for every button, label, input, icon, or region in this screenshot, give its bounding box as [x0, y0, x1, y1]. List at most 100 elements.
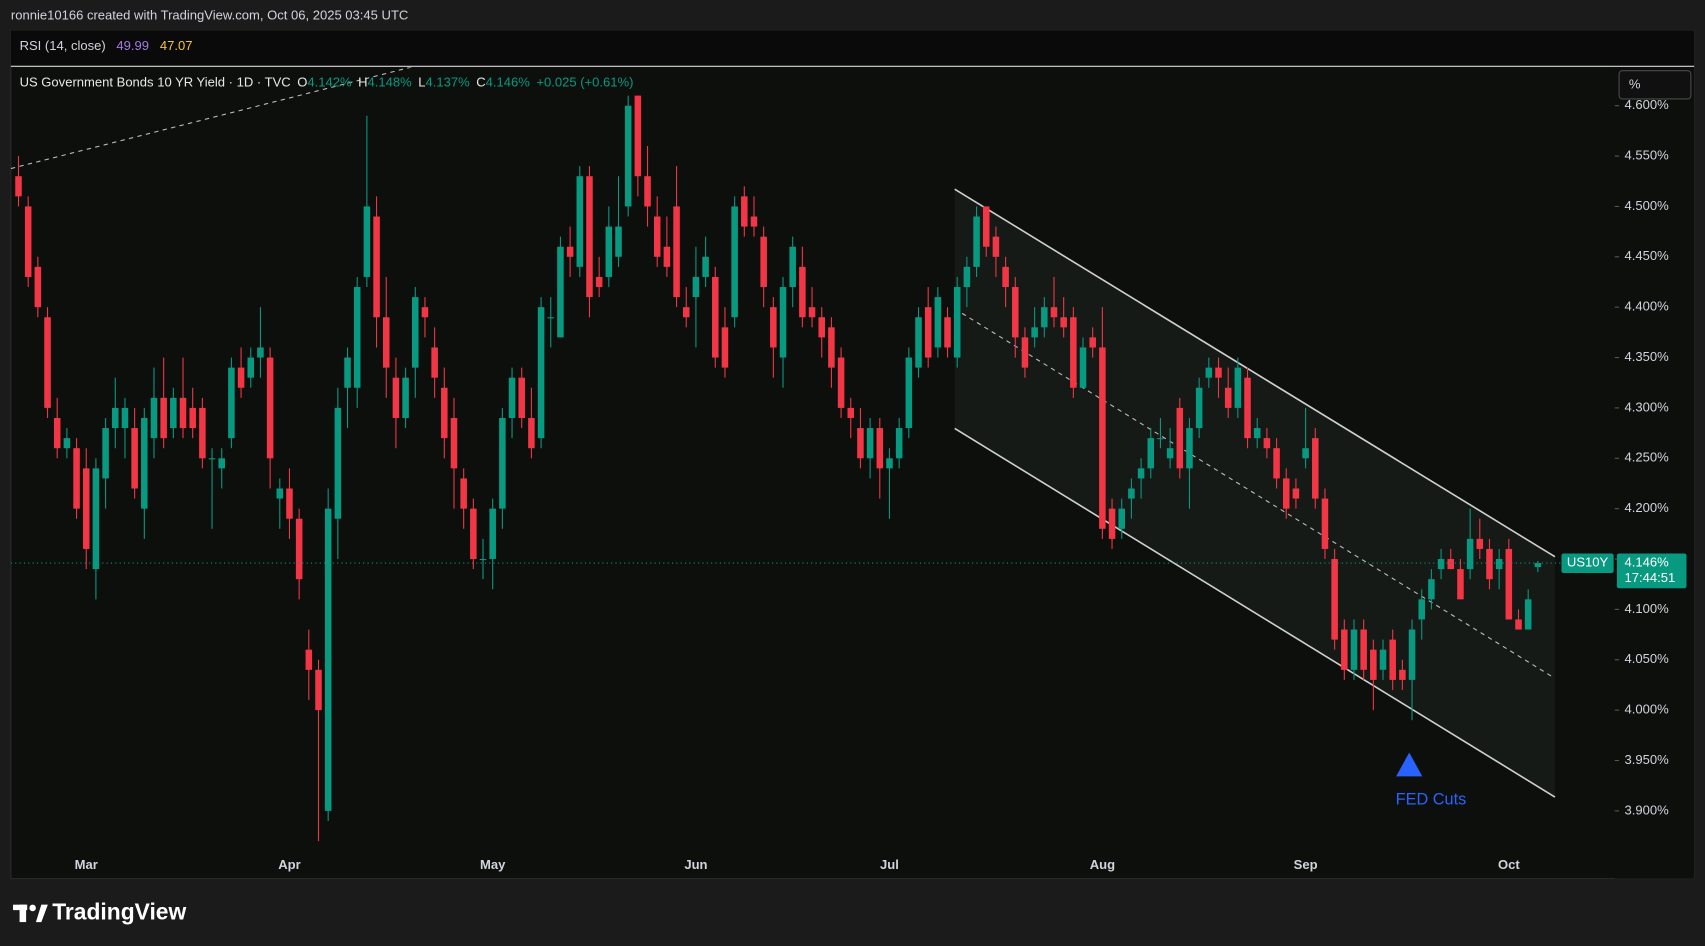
- y-tick-label: 4.550%: [1625, 148, 1670, 163]
- candle-body: [441, 387, 448, 439]
- candle-body: [799, 266, 806, 318]
- chart-frame: [10, 29, 1695, 880]
- candle-body: [1012, 287, 1019, 338]
- candle-body: [1418, 599, 1425, 620]
- candle-body: [460, 478, 467, 509]
- candle-body: [857, 428, 864, 459]
- x-tick-label: Jul: [880, 857, 899, 872]
- candle-body: [1215, 367, 1222, 378]
- scale-button[interactable]: [1618, 70, 1692, 100]
- candle-body: [102, 428, 109, 479]
- candle-body: [1408, 629, 1416, 680]
- candle-body: [1079, 347, 1087, 388]
- legend-value: 4.137%: [426, 75, 471, 90]
- candle-body: [944, 317, 951, 348]
- candle-body: [770, 307, 777, 348]
- candle-body: [1176, 407, 1184, 469]
- candle-body: [1205, 367, 1213, 378]
- candle-body: [1244, 377, 1251, 439]
- candle-body: [131, 428, 138, 489]
- candle-body: [982, 206, 990, 247]
- candle-body: [1273, 448, 1280, 479]
- candle-body: [518, 377, 525, 418]
- candle-body: [547, 317, 555, 319]
- candle-body: [566, 246, 574, 257]
- candle-body: [1099, 347, 1106, 529]
- candles: [10, 95, 1615, 842]
- x-tick-label: Sep: [1294, 857, 1318, 872]
- candle-body: [1466, 538, 1474, 570]
- candle-body: [1253, 428, 1261, 439]
- candle-body: [1234, 367, 1242, 408]
- candle-body: [1331, 559, 1338, 640]
- candle-body: [1292, 488, 1300, 499]
- candle-body: [150, 397, 158, 439]
- y-tick-label: 4.350%: [1625, 349, 1670, 364]
- legend-value: 4.148%: [368, 75, 413, 90]
- candle-body: [450, 417, 458, 469]
- candle-body: [1060, 317, 1067, 328]
- candle-body: [1186, 428, 1193, 469]
- ticker-tag: [1561, 553, 1614, 574]
- candle-body: [421, 307, 429, 318]
- candle-body: [189, 407, 196, 429]
- candle-body: [1128, 488, 1135, 499]
- y-tick-label: 4.400%: [1625, 299, 1670, 314]
- candle-body: [1428, 579, 1435, 600]
- candle-body: [886, 458, 893, 469]
- price-tag: [1616, 553, 1687, 589]
- legend-value: 4.146%: [486, 75, 531, 90]
- logo-icon: [13, 904, 48, 923]
- candle-body: [266, 357, 274, 459]
- candle-body: [82, 468, 90, 549]
- channel-upper: [954, 188, 1556, 558]
- indicator-value: 49.99: [116, 38, 149, 53]
- scale-button-label[interactable]: %: [1629, 76, 1641, 91]
- candle-body: [382, 317, 390, 368]
- y-tick-label: 4.600%: [1625, 97, 1670, 112]
- legend-label: C: [476, 75, 485, 90]
- credit: ronnie10166 created with TradingView.com…: [11, 8, 408, 23]
- y-axis: 3.900%3.950%4.000%4.050%4.100%4.150%4.20…: [1614, 97, 1670, 817]
- candle-body: [402, 377, 409, 418]
- candle-body: [1389, 639, 1396, 680]
- candle-body: [760, 236, 767, 288]
- y-tick-label: 3.900%: [1625, 802, 1670, 817]
- price-tag-value: 4.146%: [1625, 555, 1670, 570]
- candle-body: [344, 357, 351, 388]
- candle-body: [1050, 307, 1058, 318]
- candle-body: [257, 347, 264, 358]
- candle-body: [508, 377, 516, 418]
- trend-line: [10, 67, 413, 170]
- legend-symbol: US Government Bonds 10 YR Yield · 1D · T…: [20, 75, 291, 90]
- candle-body: [1070, 317, 1077, 388]
- candle-body: [653, 216, 661, 257]
- candle-body: [1495, 559, 1503, 570]
- indicator-pane: [10, 30, 1695, 67]
- candle-body: [15, 176, 22, 197]
- legend-label: H: [358, 75, 367, 90]
- x-tick-label: May: [480, 857, 506, 872]
- candle-body: [1031, 327, 1038, 338]
- candle-body: [789, 246, 796, 288]
- candle-body: [73, 448, 80, 509]
- candle-body: [170, 397, 177, 429]
- candle-body: [1021, 337, 1029, 368]
- candle-body: [992, 236, 1000, 257]
- candle-body: [237, 367, 245, 388]
- x-tick-label: Mar: [75, 857, 98, 872]
- candle-body: [63, 438, 71, 449]
- candle-body: [1457, 569, 1464, 600]
- candle-body: [973, 216, 980, 267]
- x-tick-label: Oct: [1498, 857, 1520, 872]
- candle-body: [731, 206, 738, 318]
- y-tick-label: 4.000%: [1625, 702, 1670, 717]
- candle-body: [315, 669, 322, 711]
- candle-body: [247, 357, 255, 378]
- candle-body: [1321, 498, 1329, 549]
- candle-body: [953, 287, 961, 358]
- candle-body: [663, 246, 671, 267]
- candle-body: [499, 417, 506, 509]
- candle-body: [615, 226, 622, 257]
